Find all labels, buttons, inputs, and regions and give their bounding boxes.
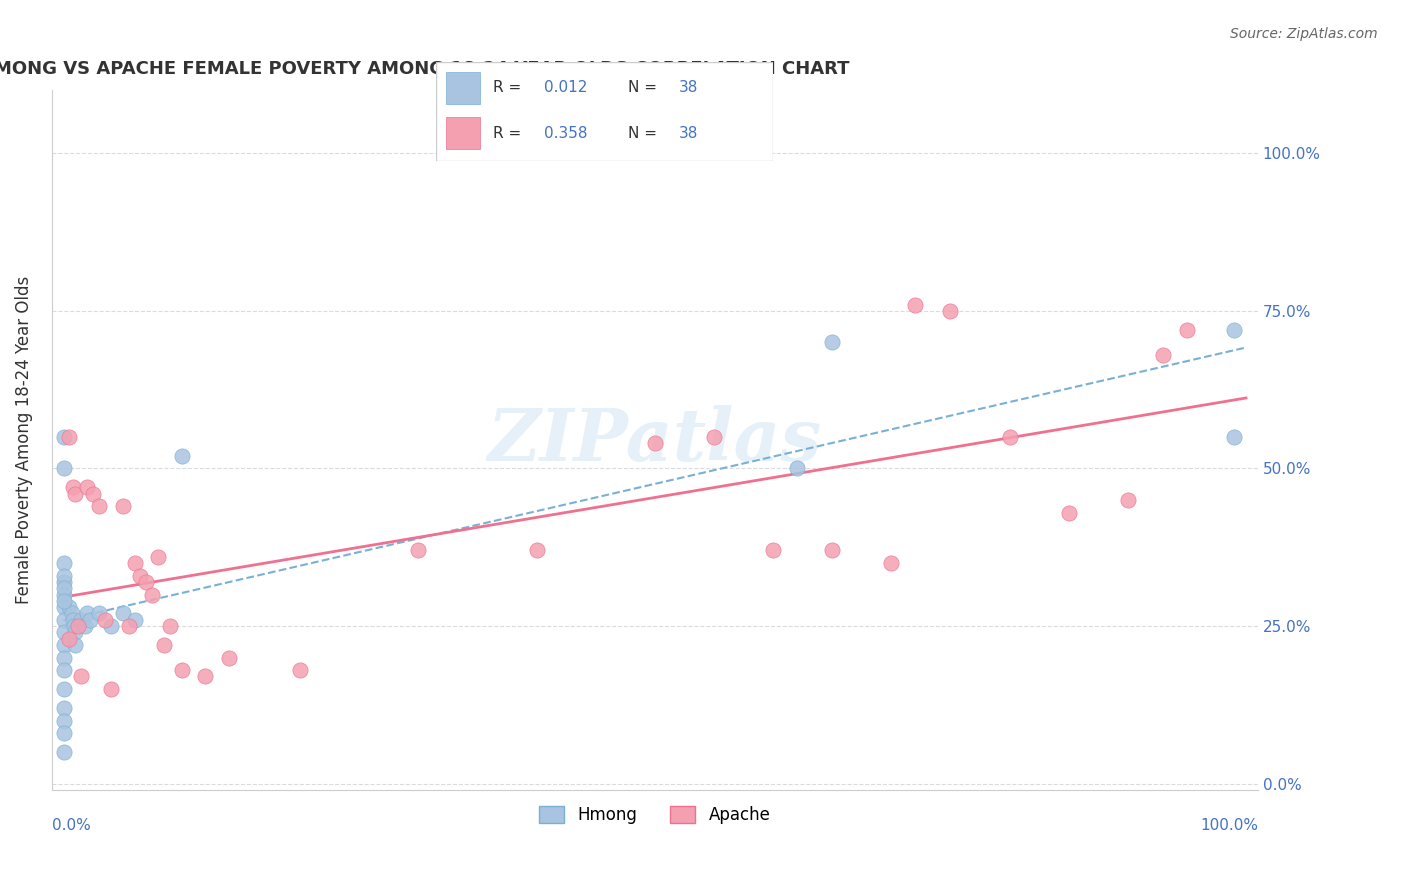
Apache: [153, 638, 176, 652]
Text: HMONG VS APACHE FEMALE POVERTY AMONG 18-24 YEAR OLDS CORRELATION CHART: HMONG VS APACHE FEMALE POVERTY AMONG 18-…: [0, 60, 849, 78]
Hmong: [52, 663, 75, 677]
Text: 0.012: 0.012: [544, 80, 588, 95]
Apache: [821, 543, 844, 558]
Apache: [939, 304, 962, 318]
Apache: [135, 574, 157, 589]
Y-axis label: Female Poverty Among 18-24 Year Olds: Female Poverty Among 18-24 Year Olds: [15, 276, 32, 604]
Hmong: [52, 556, 75, 570]
Hmong: [60, 607, 83, 621]
Hmong: [111, 607, 134, 621]
Text: N =: N =: [628, 126, 662, 141]
Apache: [141, 588, 163, 602]
Hmong: [52, 726, 75, 740]
Apache: [904, 297, 927, 311]
Text: R =: R =: [494, 80, 526, 95]
Apache: [1057, 506, 1080, 520]
Hmong: [786, 461, 808, 475]
Apache: [146, 549, 169, 564]
Apache: [1175, 323, 1198, 337]
Apache: [117, 619, 139, 633]
Apache: [62, 480, 84, 494]
Hmong: [52, 638, 75, 652]
Hmong: [62, 613, 84, 627]
Hmong: [58, 600, 80, 615]
Apache: [644, 436, 666, 450]
Apache: [880, 556, 903, 570]
Apache: [94, 613, 117, 627]
Apache: [703, 430, 725, 444]
Apache: [288, 663, 311, 677]
Hmong: [63, 619, 86, 633]
Hmong: [73, 619, 96, 633]
Text: 38: 38: [679, 126, 699, 141]
Apache: [1116, 493, 1139, 508]
Hmong: [76, 607, 98, 621]
Apache: [129, 568, 152, 582]
Apache: [159, 619, 181, 633]
Hmong: [65, 638, 87, 652]
Hmong: [52, 588, 75, 602]
Text: ZIPatlas: ZIPatlas: [488, 405, 823, 475]
Text: 38: 38: [679, 80, 699, 95]
Hmong: [52, 625, 75, 640]
Hmong: [52, 461, 75, 475]
Hmong: [52, 701, 75, 715]
Apache: [65, 486, 87, 500]
Bar: [446, 118, 479, 149]
Hmong: [52, 594, 75, 608]
Apache: [87, 500, 110, 514]
Hmong: [52, 581, 75, 595]
Hmong: [1223, 323, 1246, 337]
Apache: [170, 663, 193, 677]
Hmong: [52, 613, 75, 627]
Hmong: [170, 449, 193, 463]
Apache: [58, 632, 80, 646]
Hmong: [1223, 430, 1246, 444]
Bar: [446, 72, 479, 103]
Apache: [100, 682, 122, 697]
Apache: [76, 480, 98, 494]
Apache: [408, 543, 430, 558]
Apache: [1152, 348, 1174, 362]
Hmong: [52, 714, 75, 728]
Apache: [762, 543, 785, 558]
Text: 100.0%: 100.0%: [1199, 818, 1258, 833]
Apache: [194, 669, 217, 683]
Apache: [218, 650, 240, 665]
Text: 0.358: 0.358: [544, 126, 588, 141]
Hmong: [100, 619, 122, 633]
Hmong: [821, 335, 844, 350]
Hmong: [79, 613, 101, 627]
Apache: [998, 430, 1021, 444]
Hmong: [65, 625, 87, 640]
Text: N =: N =: [628, 80, 662, 95]
Text: Source: ZipAtlas.com: Source: ZipAtlas.com: [1230, 27, 1378, 41]
Text: 0.0%: 0.0%: [52, 818, 90, 833]
Hmong: [87, 607, 110, 621]
Apache: [124, 556, 146, 570]
Apache: [70, 669, 93, 683]
Hmong: [52, 682, 75, 697]
Apache: [58, 430, 80, 444]
Apache: [111, 500, 134, 514]
Apache: [82, 486, 104, 500]
Hmong: [52, 600, 75, 615]
Apache: [526, 543, 548, 558]
FancyBboxPatch shape: [436, 62, 773, 161]
Hmong: [52, 568, 75, 582]
Hmong: [52, 574, 75, 589]
Hmong: [52, 745, 75, 759]
Hmong: [124, 613, 146, 627]
Apache: [66, 619, 89, 633]
Legend: Hmong, Apache: Hmong, Apache: [533, 799, 778, 830]
Hmong: [52, 430, 75, 444]
Hmong: [70, 613, 93, 627]
Text: R =: R =: [494, 126, 526, 141]
Hmong: [52, 650, 75, 665]
